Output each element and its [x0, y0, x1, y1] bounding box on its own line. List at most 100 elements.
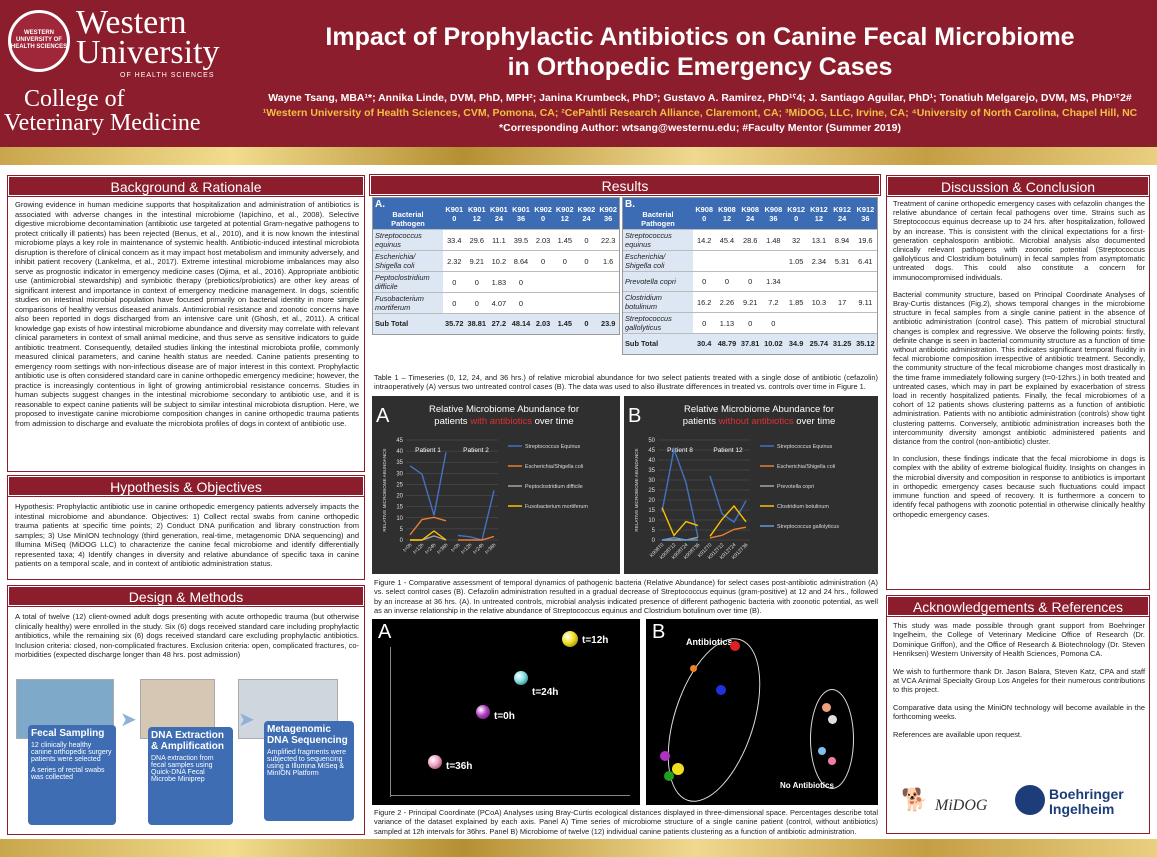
table-cell	[853, 271, 877, 292]
chart-ytick-label: 35	[648, 468, 655, 474]
gold-divider-top	[0, 147, 1157, 165]
table-cell	[715, 250, 739, 272]
ack-p1: This study was made possible through gra…	[893, 621, 1145, 659]
boehringer-line2: Ingelheim	[1049, 801, 1115, 817]
pcoa-b-point	[716, 685, 726, 695]
table-header-cell: K901 0	[443, 198, 466, 230]
poster-title: Impact of Prophylactic Antibiotics on Ca…	[250, 22, 1150, 82]
pcoa-b-point	[828, 715, 837, 724]
chart-series-line	[662, 536, 699, 541]
table-row: Escherichia/ Shigella coli 1.05 2.34 5.31 6.…	[623, 250, 877, 272]
table-header-cell: A. Bacterial Pathogen	[373, 198, 443, 230]
cluster-no-antibiotics-ellipse	[810, 689, 854, 789]
chart-ytick-label: 40	[396, 449, 403, 455]
chart-series-line	[661, 507, 699, 537]
table-cell: 38.81	[465, 313, 489, 334]
chart-ytick-label: 20	[648, 498, 655, 504]
chart-ylabel: RELATIVE MICROBIOME ABUNDANCE	[634, 448, 639, 531]
hypothesis-panel: Hypothesis & Objectives Hypothesis: Prop…	[7, 476, 365, 580]
midog-logo: MiDOG	[935, 797, 988, 814]
ack-p3: Comparative data using the MiniON techno…	[893, 702, 1145, 722]
table-subtotal-row: Sub Total 35.72 38.81 27.2 48.14 2.03 1.45 0 23.…	[373, 313, 619, 334]
chart-legend-entry: Fusobacterium mortiferum	[525, 504, 588, 510]
results-heading: Results	[370, 175, 880, 195]
table-row: Streptococcus gallolyticus 0 1.13 0 0	[623, 312, 877, 334]
table-row: Escherichia/ Shigella coli 2.32 9.21 10.2 8.…	[373, 250, 619, 272]
design-panel: Design & Methods A total of twelve (12) …	[7, 586, 365, 835]
chart-series-line	[709, 526, 747, 539]
chart-series-line	[457, 490, 495, 541]
table-cell: 9.21	[738, 291, 762, 313]
chart-ytick-label: 10	[396, 516, 403, 522]
table-cell: 13.1	[807, 229, 831, 251]
ack-p4: References are available upon request.	[893, 729, 1023, 739]
dog-logo-icon: 🐕	[901, 787, 929, 812]
table-cell: 6.41	[853, 250, 877, 272]
chart-panel-label: A	[376, 405, 390, 427]
step1-title: Fecal Sampling	[31, 728, 105, 739]
background-panel: Background & Rationale Growing evidence …	[7, 176, 365, 472]
table-cell: 35.72	[443, 313, 466, 334]
table-cell: Prevotella copri	[623, 271, 693, 292]
chart-ytick-label: 35	[396, 460, 403, 466]
table-row: Clostridium botulinum 16.2 2.26 9.21 7.2 1.85…	[623, 291, 877, 313]
table-cell: 0	[693, 312, 716, 334]
table-header-cell: K908 12	[715, 198, 739, 230]
logo-western: Western	[76, 4, 187, 41]
chart-title-line2: patients with antibiotics over time	[434, 416, 573, 427]
chart-ytick-label: 20	[396, 494, 403, 500]
ack-p2: We wish to furthermore thank Dr. Jason B…	[893, 666, 1145, 695]
table-cell: 0	[575, 313, 598, 334]
table-cell	[575, 292, 598, 314]
table-cell: 28.6	[738, 229, 762, 251]
pcoa-a-axis	[390, 647, 391, 797]
table-cell: Peptoclostridium difficile	[373, 271, 443, 293]
table-cell: 9.11	[853, 291, 877, 313]
table-cell: 1.48	[761, 229, 785, 251]
chart-legend-entry: Clostridium botulinum	[777, 504, 829, 510]
table-cell: Escherichia/ Shigella coli	[623, 250, 693, 272]
chart-xtick-label: t=36h	[484, 542, 497, 555]
pcoa-label-antibiotics: Antibiotics	[686, 637, 733, 647]
table-cell: 10.02	[761, 333, 785, 354]
table-header-cell: K908 36	[761, 198, 785, 230]
logo-university: University	[76, 34, 220, 71]
design-text: A total of twelve (12) client-owned adul…	[15, 612, 359, 659]
table-header-cell: K908 24	[738, 198, 762, 230]
table-cell: Clostridium botulinum	[623, 291, 693, 313]
boehringer-logo-icon	[1015, 785, 1045, 815]
table-cell: 2.26	[715, 291, 739, 313]
table-cell: 0	[532, 250, 554, 272]
table-cell: 8.64	[509, 250, 533, 272]
table-cell: 35.12	[853, 333, 877, 354]
table-cell: 0	[738, 312, 762, 334]
acknowledgements-heading: Acknowledgements & References	[887, 596, 1149, 616]
chart-group-label: Patient 1	[415, 447, 441, 454]
table-cell: 39.5	[509, 229, 533, 251]
title-line1: Impact of Prophylactic Antibiotics on Ca…	[325, 23, 1075, 51]
gold-divider-bottom	[0, 839, 1157, 857]
discussion-p1: Treatment of canine orthopedic emergency…	[893, 199, 1145, 282]
pcoa-label-t24: t=24h	[532, 687, 559, 698]
table-cell: Streptococcus gallolyticus	[623, 312, 693, 334]
step-sequencing: Metagenomic DNA Sequencing Amplified fra…	[264, 721, 354, 821]
pcoa-a-axis	[390, 795, 630, 796]
table-cell	[532, 292, 554, 314]
table-cell: 48.14	[509, 313, 533, 334]
step1-bullet1: 12 clinically healthy canine orthopedic …	[31, 742, 112, 763]
table-cell: 33.4	[443, 229, 466, 251]
table-cell	[553, 292, 576, 314]
table-header-cell: K901 36	[509, 198, 533, 230]
chart-legend-entry: Streptococcus Equinus	[777, 444, 832, 450]
table-header-cell: K902 36	[597, 198, 619, 230]
table-cell: Streptococcus equinus	[373, 229, 443, 251]
table-cell: 1.83	[488, 271, 510, 293]
authors: Wayne Tsang, MBA¹*; Annika Linde, DVM, P…	[268, 92, 1132, 104]
table-cell: 17	[830, 291, 854, 313]
chart-series-line	[410, 530, 447, 541]
pcoa-b-point	[664, 771, 674, 781]
acknowledgements-panel: Acknowledgements & References This study…	[886, 596, 1150, 834]
chart-title-line2: patients without antibiotics over time	[683, 416, 836, 427]
table-cell: 0	[509, 292, 533, 314]
